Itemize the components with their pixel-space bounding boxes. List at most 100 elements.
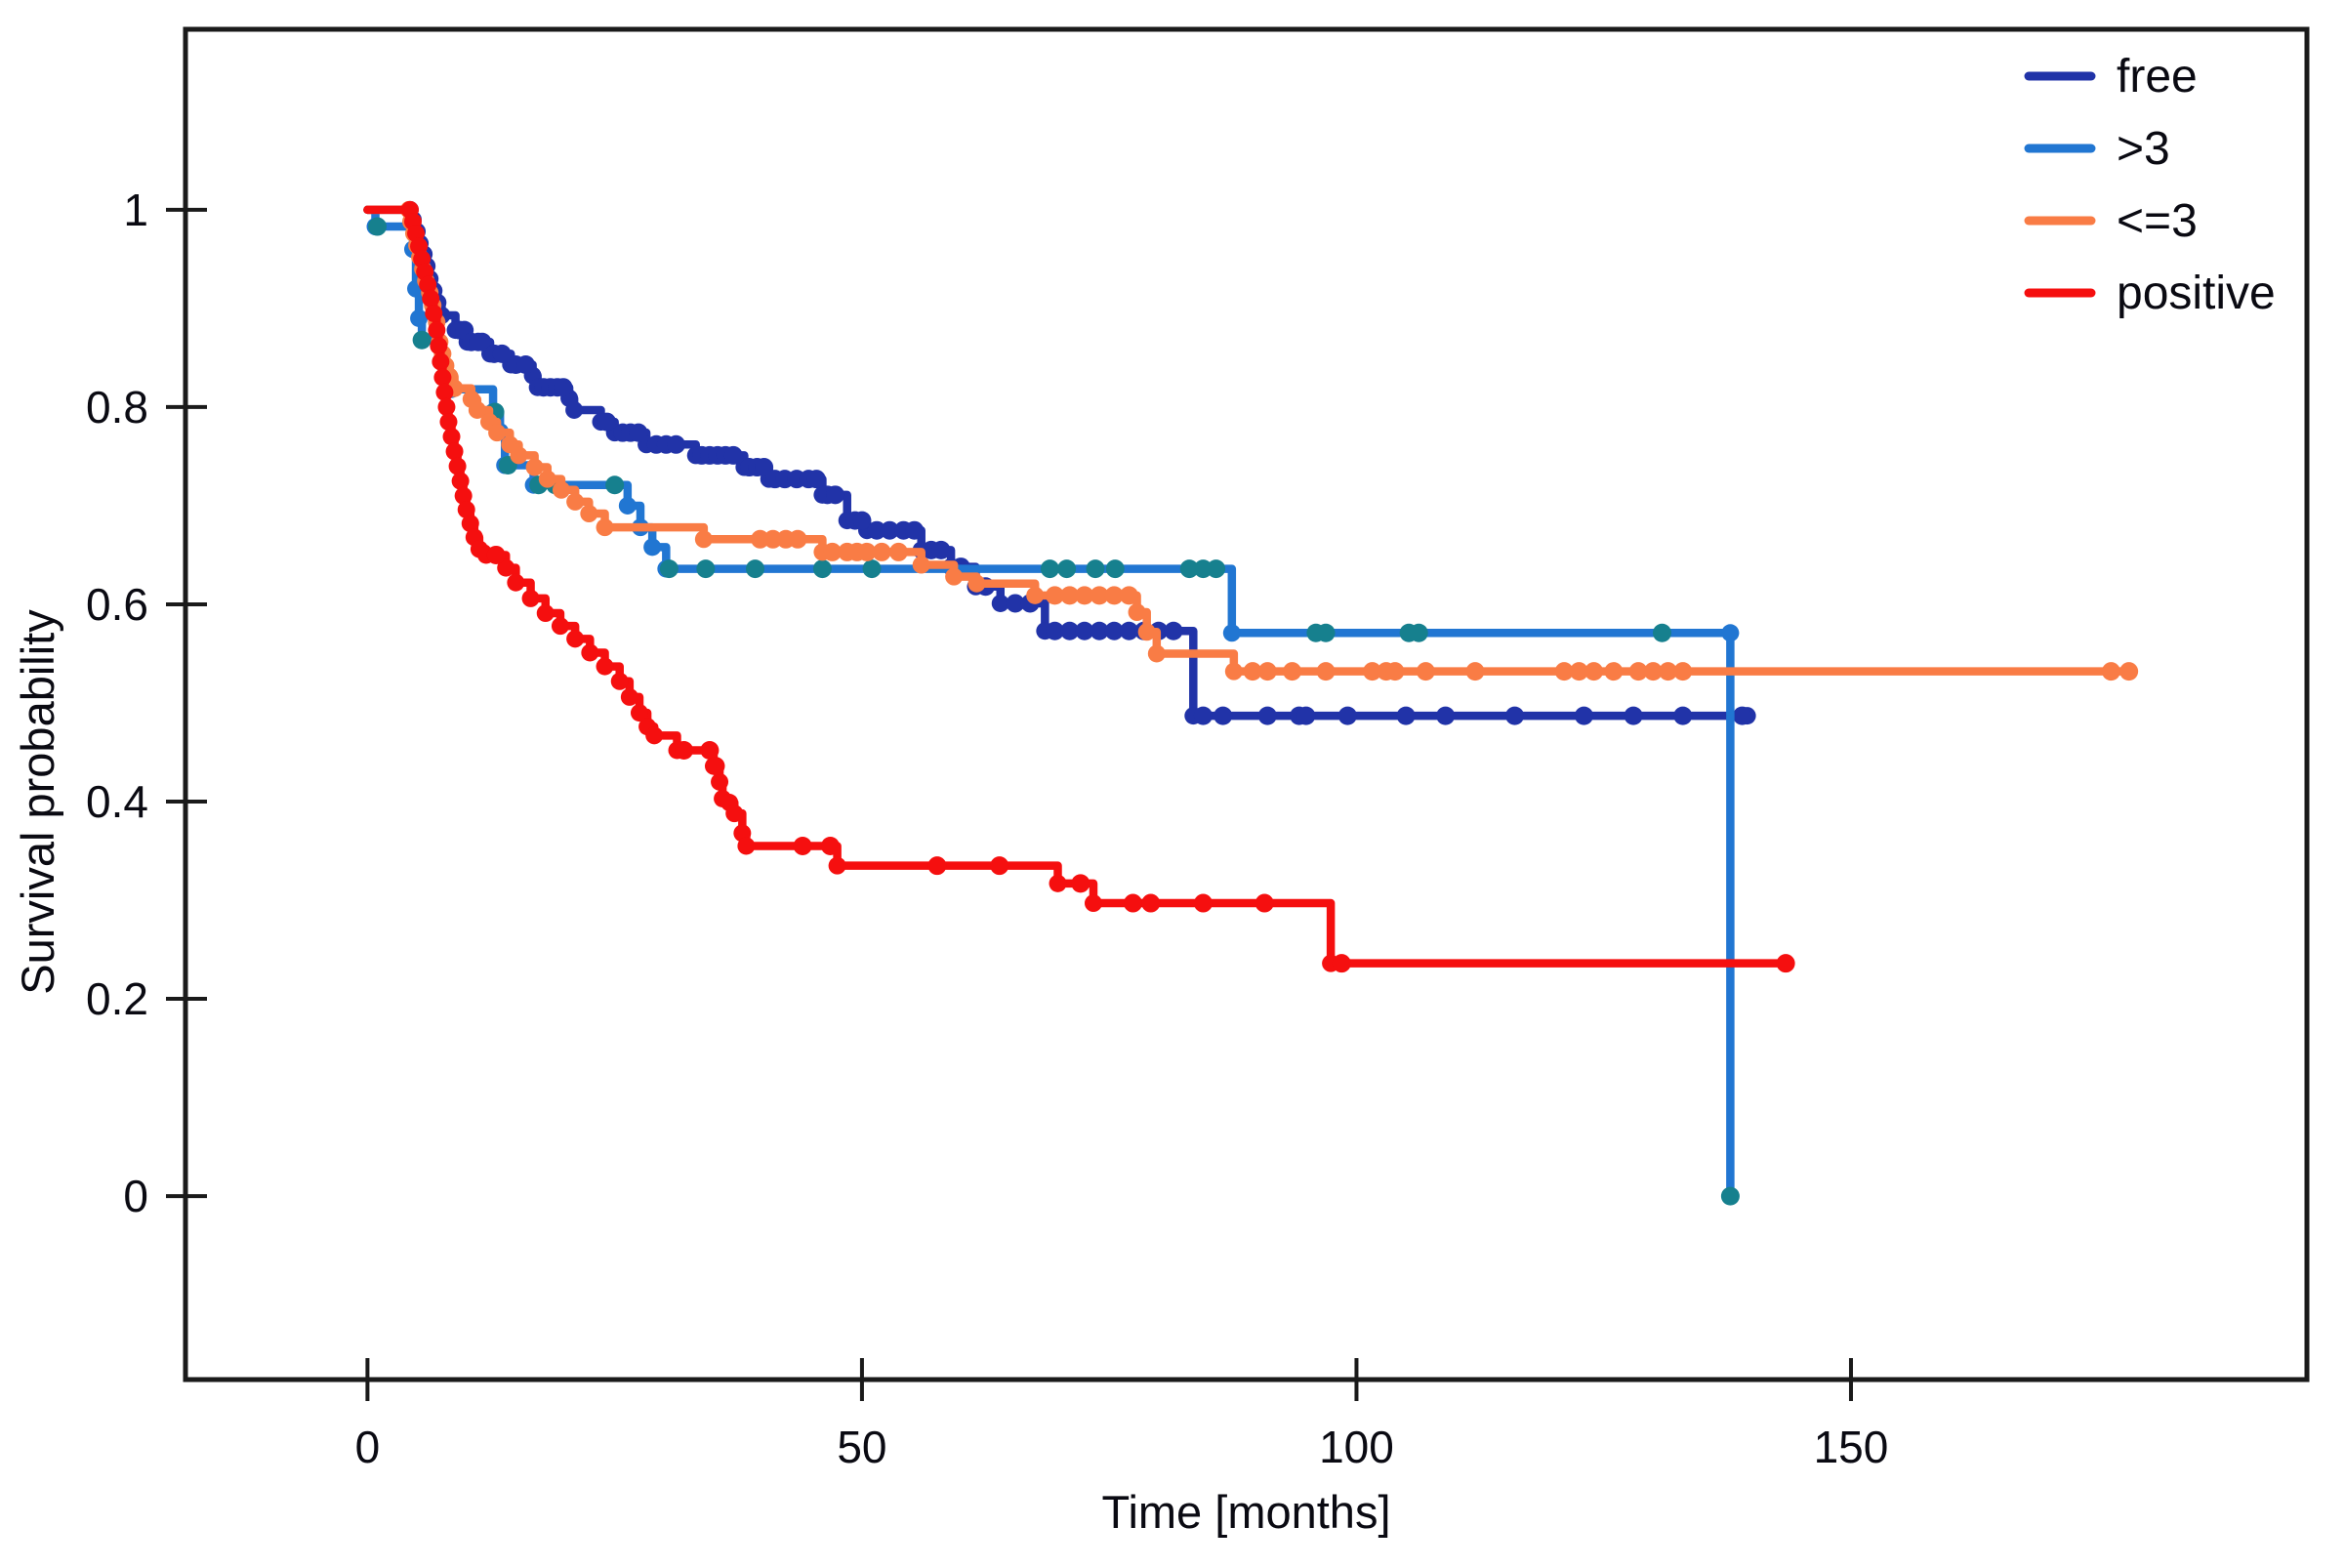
censor-marker [1193,893,1213,913]
censor-marker [1105,559,1125,579]
event-marker [566,492,585,511]
censor-marker [1006,594,1025,613]
censor-marker [1296,706,1316,725]
censor-marker [1643,662,1663,681]
event-marker [945,567,964,586]
event-marker [488,424,507,442]
event-marker [552,480,570,499]
event-marker [433,368,452,387]
event-marker [991,594,1009,612]
censor-marker [1119,586,1138,605]
event-marker [581,643,599,662]
event-marker [1222,624,1241,642]
censor-marker [2101,662,2120,681]
censor-marker [2119,662,2139,681]
event-marker [435,383,454,401]
censor-marker [812,559,832,579]
y-tick-label: 0.2 [86,973,148,1024]
censor-marker [1604,662,1624,681]
censor-marker [1316,662,1336,681]
x-tick-label: 150 [1814,1422,1889,1472]
event-marker [967,574,986,593]
censor-marker [1659,662,1678,681]
censor-marker [1040,559,1059,579]
event-marker [694,530,713,549]
event-marker [1721,624,1740,642]
censor-marker [862,559,882,579]
series-line-positive [363,205,1790,968]
y-tick-label: 0 [123,1171,148,1221]
event-marker [510,446,528,465]
event-marker [711,772,729,791]
censor-marker [1255,893,1274,913]
censor-marker [1090,586,1109,605]
censor-marker [1776,954,1795,973]
event-marker [451,472,470,490]
censor-marker [1733,706,1752,725]
event-marker [410,309,429,327]
event-marker [630,704,648,722]
censor-marker [806,470,826,489]
event-marker [457,500,475,518]
y-tick-label: 1 [123,185,148,235]
censor-marker [1104,621,1124,640]
event-marker [448,457,467,475]
event-marker [430,337,448,355]
event-marker [442,428,461,446]
legend-label: positive [2117,268,2276,319]
censor-marker [1385,662,1405,681]
x-tick-label: 0 [355,1422,381,1472]
censor-marker [1436,706,1456,725]
censor-marker [554,378,573,397]
event-marker [1224,662,1243,681]
event-marker [912,556,930,574]
event-marker [507,573,525,592]
censor-marker [867,520,886,540]
censor-marker [1141,893,1161,913]
x-tick-label: 50 [837,1422,886,1472]
event-marker [536,604,555,623]
censor-marker [1060,586,1080,605]
event-marker [461,515,479,533]
y-tick-label: 0.4 [86,776,148,827]
event-marker [525,458,544,476]
censor-marker [675,740,694,760]
censor-marker [1057,559,1077,579]
censor-marker [990,856,1009,876]
event-marker [521,589,540,607]
censor-marker [1316,623,1336,642]
censor-marker [746,559,765,579]
event-marker [432,352,450,371]
censor-marker [888,542,908,561]
legend-label: >3 [2117,123,2170,175]
legend-label: <=3 [2117,195,2198,247]
event-marker [1084,894,1102,913]
censor-marker [826,485,845,505]
censor-marker [368,217,388,236]
censor-marker [1257,706,1277,725]
event-marker [645,726,664,745]
censor-marker [823,542,843,561]
y-tick-label: 0.8 [86,382,148,433]
legend-label: free [2117,51,2198,103]
censor-marker [412,330,432,350]
censor-marker [1283,662,1302,681]
censor-marker [1673,662,1693,681]
censor-marker [872,542,891,561]
censor-marker [821,836,841,855]
event-marker [737,837,756,855]
censor-marker [1045,621,1064,640]
legend-item-3: >3 [2024,123,2170,175]
event-marker [643,538,662,557]
censor-marker [1193,706,1213,725]
x-tick-label: 100 [1319,1422,1394,1472]
event-marker [566,630,585,648]
censor-marker [927,856,947,876]
censor-marker [1060,621,1080,640]
censor-marker [1104,586,1124,605]
censor-marker [788,529,807,549]
event-marker [428,321,446,340]
censor-marker [1075,621,1094,640]
